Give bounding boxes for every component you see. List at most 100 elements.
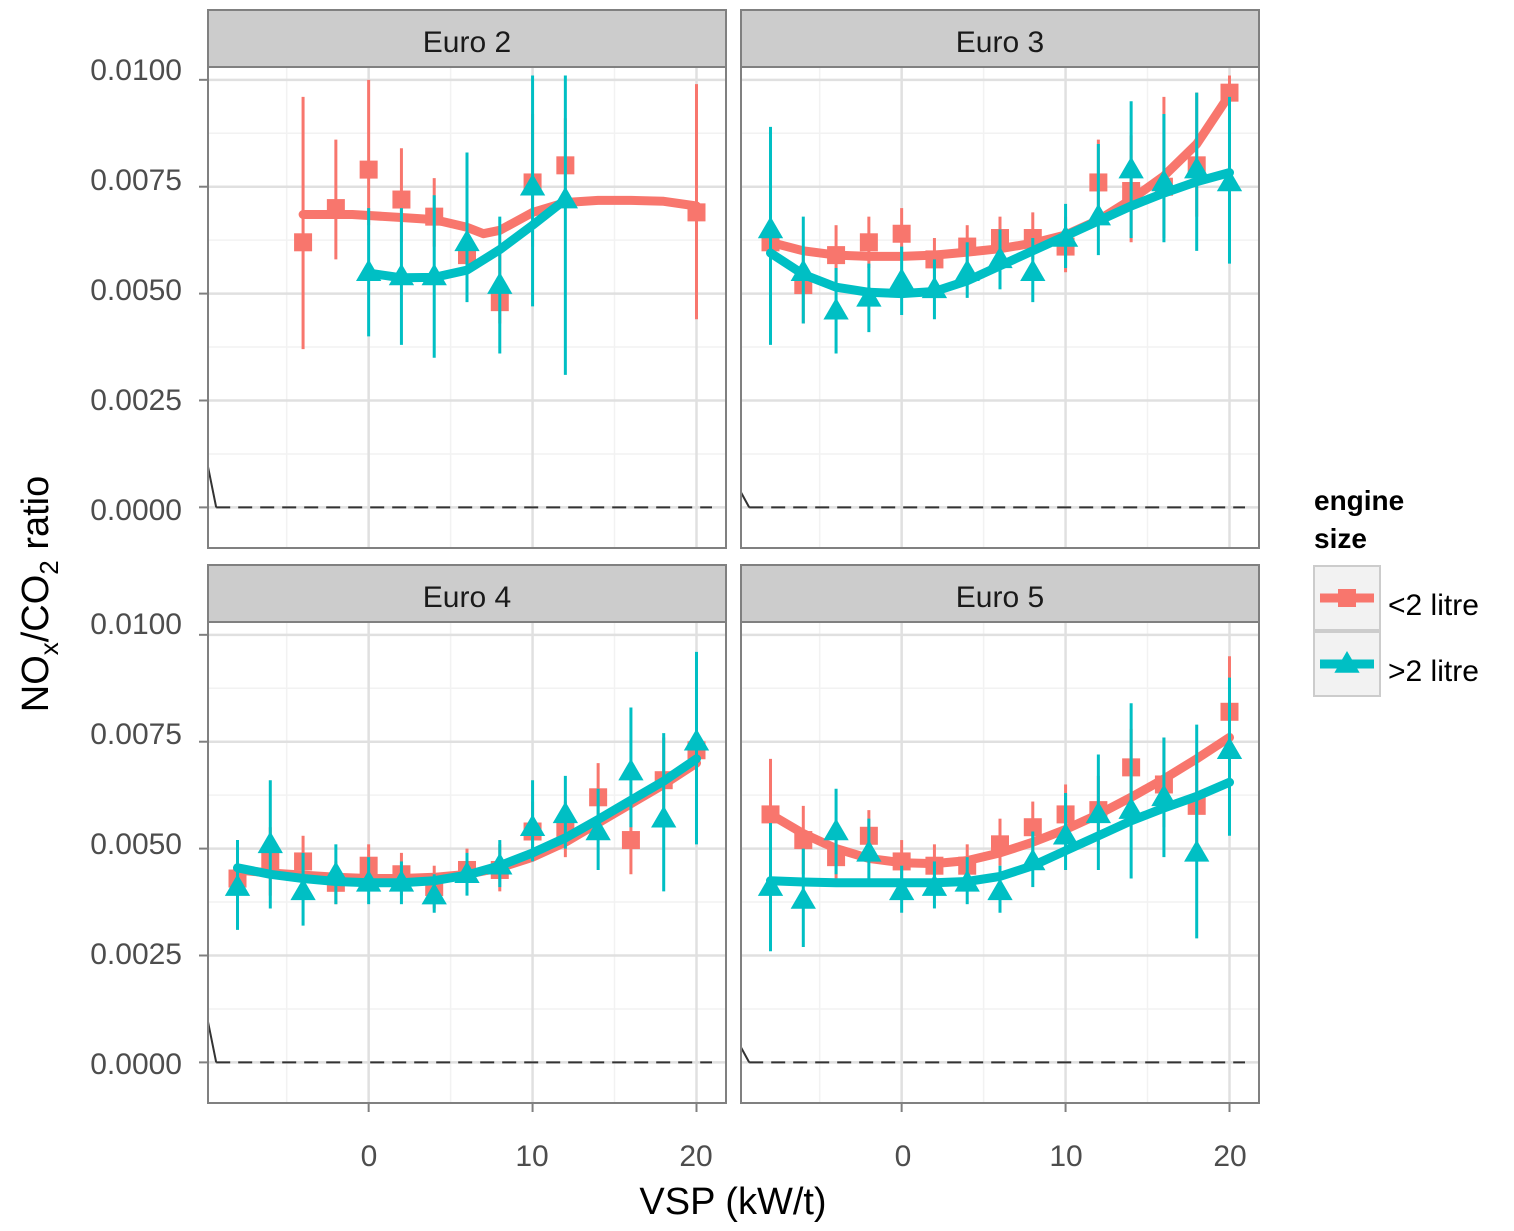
- point-small: [294, 233, 313, 252]
- point-large: [1216, 169, 1243, 192]
- legend-label-large: >2 litre: [1388, 655, 1479, 688]
- point-small: [1338, 589, 1356, 607]
- point-large: [1184, 156, 1210, 179]
- point-large: [757, 216, 784, 239]
- point-large: [1118, 156, 1144, 179]
- point-small: [859, 233, 878, 252]
- point-large: [888, 267, 915, 290]
- point-large: [987, 246, 1013, 269]
- x-tick-label: 0: [895, 1140, 912, 1173]
- point-small: [1023, 818, 1042, 837]
- point-large: [790, 886, 816, 909]
- y-tick-labels-bottom: 0.0000 0.0025 0.0050 0.0075 0.0100: [90, 608, 182, 1081]
- point-large: [823, 297, 849, 320]
- point-large: [790, 259, 816, 282]
- point-large: [257, 831, 283, 854]
- point-large: [585, 818, 611, 841]
- y-axis-title: NOx/CO2 ratio: [15, 476, 64, 713]
- facet-panel-euro-4: Euro 4: [199, 564, 727, 1112]
- point-small: [892, 852, 911, 871]
- facet-panel-euro-5: Euro 5: [740, 564, 1260, 1112]
- facet-strip-label: Euro 4: [423, 581, 511, 614]
- x-tick-labels-right: 0 10 20: [895, 1140, 1247, 1173]
- facet-strip-label: Euro 3: [956, 26, 1044, 59]
- legend-label-small: <2 litre: [1388, 589, 1479, 622]
- point-large: [1020, 259, 1046, 282]
- point-large: [388, 263, 415, 286]
- point-large: [757, 874, 784, 896]
- x-tick-label: 20: [1213, 1140, 1246, 1173]
- point-small: [794, 831, 813, 850]
- legend-title-line: size: [1314, 523, 1367, 554]
- facet-strip-label: Euro 5: [956, 581, 1044, 614]
- panel-border: [207, 621, 727, 1104]
- point-large: [355, 869, 382, 892]
- facet-strip: [740, 9, 1260, 68]
- point-small: [991, 835, 1009, 854]
- reference-line-segment: [207, 1021, 218, 1063]
- y-tick-label: 0.0025: [90, 384, 182, 417]
- point-large: [519, 173, 546, 196]
- reference-line-segment: [740, 491, 751, 508]
- point-large: [618, 758, 644, 781]
- panel-background: [741, 67, 1259, 548]
- panel-border: [740, 621, 1260, 1104]
- point-large: [421, 882, 447, 905]
- point-small: [892, 224, 911, 243]
- point-large: [1052, 822, 1079, 845]
- point-large: [683, 728, 710, 751]
- point-large: [290, 878, 316, 901]
- point-large: [323, 861, 349, 884]
- facet-strip: [207, 9, 727, 68]
- point-large: [1151, 784, 1177, 807]
- x-tick-label: 10: [515, 1140, 548, 1173]
- point-large: [454, 229, 480, 252]
- facet-panel-euro-3: Euro 3: [740, 9, 1260, 549]
- y-tick-label: 0.0050: [90, 828, 182, 861]
- point-large: [921, 276, 948, 299]
- point-large: [921, 874, 948, 896]
- point-small: [827, 246, 846, 265]
- series-large: [224, 651, 710, 930]
- point-large: [1151, 169, 1177, 192]
- point-small: [687, 203, 706, 222]
- point-small: [359, 160, 378, 179]
- point-large: [954, 869, 980, 892]
- x-tick-labels-left: 0 10 20: [361, 1140, 713, 1173]
- point-small: [761, 805, 780, 824]
- point-large: [454, 861, 480, 884]
- facet-strip-label: Euro 2: [423, 26, 511, 59]
- legend-key-glyphs: [1320, 589, 1374, 673]
- chart-panels: Euro 2 Euro 3 Euro 4 Euro 5: [199, 9, 1260, 1112]
- point-large: [651, 805, 677, 828]
- point-large: [552, 186, 579, 209]
- point-large: [388, 869, 415, 892]
- x-tick-label: 10: [1049, 1140, 1082, 1173]
- y-tick-label: 0.0100: [90, 54, 182, 87]
- facet-panel-euro-2: Euro 2: [199, 9, 727, 549]
- point-large: [1020, 848, 1046, 871]
- point-large: [552, 801, 579, 824]
- y-tick-label: 0.0075: [90, 164, 182, 197]
- y-tick-label: 0.0075: [90, 718, 182, 751]
- y-tick-label: 0.0000: [90, 1048, 182, 1081]
- point-large: [856, 284, 882, 307]
- point-large: [1216, 737, 1243, 760]
- point-small: [326, 199, 345, 218]
- panel-border: [207, 66, 727, 549]
- y-tick-label: 0.0050: [90, 274, 182, 307]
- point-small: [621, 831, 640, 850]
- legend: engine size <2 litre >2 litre: [1313, 485, 1479, 697]
- point-large: [888, 878, 915, 901]
- x-tick-label: 20: [679, 1140, 712, 1173]
- y-tick-label: 0.0100: [90, 608, 182, 641]
- point-large: [519, 814, 546, 837]
- point-small: [1220, 83, 1239, 102]
- point-large: [954, 259, 980, 282]
- panel-border: [740, 66, 1260, 549]
- point-large: [823, 818, 849, 841]
- panel-background: [208, 67, 726, 548]
- point-large: [1052, 225, 1079, 247]
- point-large: [856, 839, 882, 862]
